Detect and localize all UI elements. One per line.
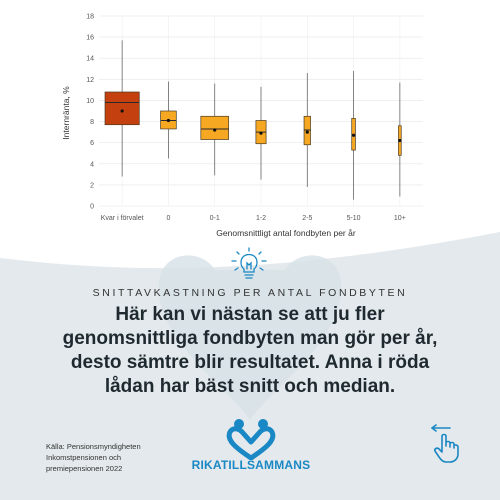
x-tick-label: 1-2 — [256, 215, 266, 222]
source-line: Källa: Pensionsmyndigheten — [46, 442, 141, 451]
box-Kvar i förvalet — [104, 40, 140, 177]
source-note: Källa: Pensionsmyndigheten Inkomstpensio… — [46, 441, 176, 474]
y-tick-labels: 0 2 4 6 8 10 12 14 16 18 — [86, 14, 94, 211]
x-tick-label: 0 — [166, 215, 170, 222]
box-5-10 — [351, 70, 356, 200]
mean-point — [120, 109, 124, 113]
y-tick-label: 8 — [90, 119, 94, 126]
x-tick-label: 10+ — [394, 215, 406, 222]
y-tick-label: 6 — [90, 140, 94, 147]
y-tick-label: 10 — [86, 98, 94, 105]
box-1-2 — [255, 86, 267, 180]
x-tick-labels: Kvar i förvalet 0 0-1 1-2 2-5 5-10 10+ — [101, 215, 406, 222]
box-iqr — [104, 91, 140, 126]
box-10+ — [398, 82, 402, 197]
mean-point — [259, 131, 263, 135]
x-tick-label: 2-5 — [302, 215, 312, 222]
boxes — [104, 40, 402, 200]
x-tick-label: 5-10 — [347, 215, 361, 222]
y-tick-label: 0 — [90, 204, 94, 211]
y-axis-label: Internränta, % — [61, 86, 71, 140]
y-tick-label: 14 — [86, 56, 94, 63]
y-tick-label: 2 — [90, 182, 94, 189]
mean-point — [213, 128, 217, 132]
y-tick-label: 4 — [90, 161, 94, 168]
brand-logo: RIKATILLSAMMANS — [186, 418, 316, 478]
mean-point — [351, 133, 356, 137]
logo-text: RIKATILLSAMMANS — [191, 458, 311, 472]
y-tick-label: 18 — [86, 14, 94, 21]
x-axis-label: Genomsnittligt antal fondbyten per år — [216, 228, 356, 238]
mean-point — [398, 138, 402, 143]
x-tick-label: 0-1 — [210, 215, 220, 222]
mean-point — [166, 118, 171, 123]
y-tick-label: 12 — [86, 77, 94, 84]
y-tick-label: 16 — [86, 35, 94, 42]
x-tick-label: Kvar i förvalet — [101, 215, 144, 222]
lightbulb-icon — [231, 247, 267, 279]
box-2-5 — [303, 73, 311, 187]
headline: Här kan vi nästan se att ju fler genomsn… — [62, 304, 438, 397]
source-line: Inkomstpensionen och — [46, 453, 122, 462]
box-iqr — [200, 115, 229, 140]
mean-point — [305, 130, 309, 134]
box-0-1 — [200, 83, 229, 176]
hands-heart-logo — [226, 419, 276, 461]
section-subtitle: SNITTAVKASTNING PER ANTAL FONDBYTEN — [92, 287, 408, 299]
swipe-hand-icon[interactable] — [428, 424, 466, 464]
source-line: premiepensionen 2022 — [46, 464, 123, 473]
box-0 — [160, 81, 177, 159]
boxplot-chart: 0 2 4 6 8 10 12 14 16 18 Kvar i förvalet 0 0-1 1-2 2-… — [61, 14, 423, 238]
